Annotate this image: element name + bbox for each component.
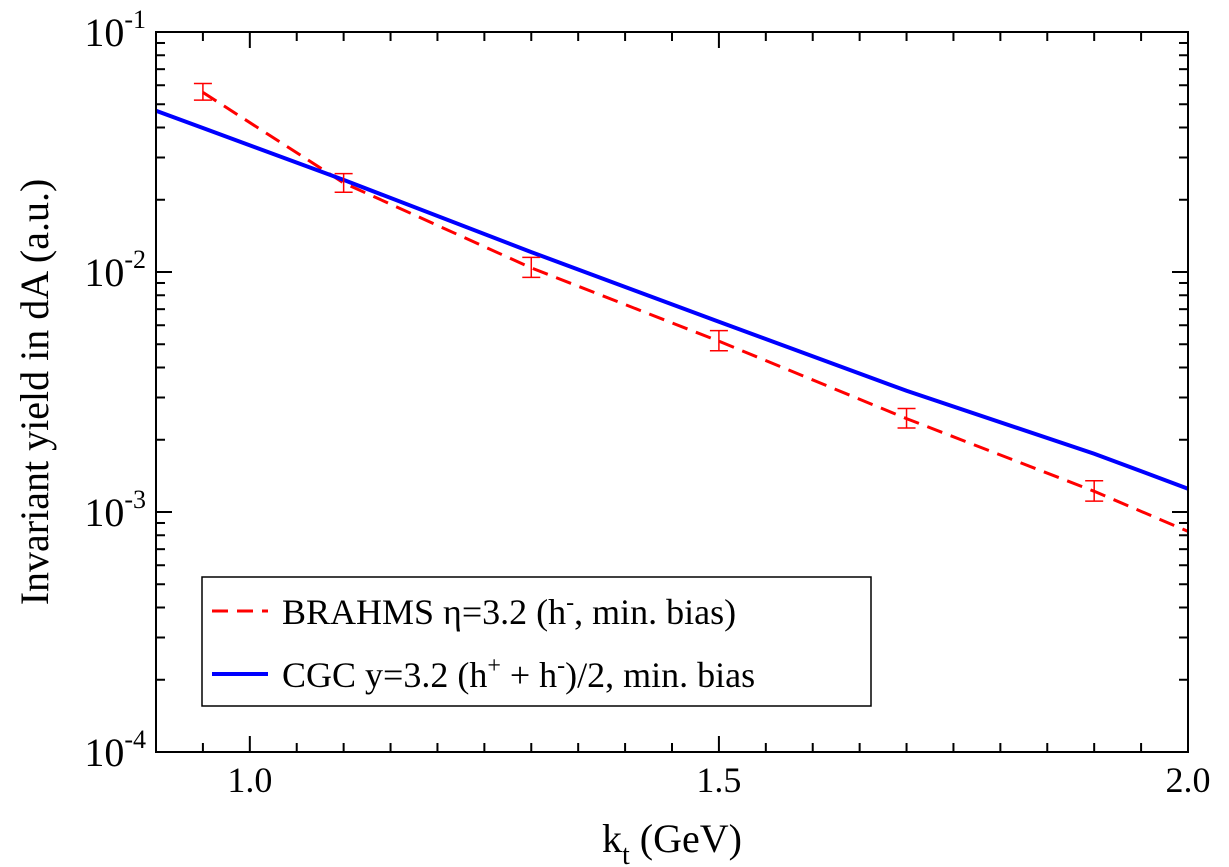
y-tick-label: 10-4	[84, 725, 146, 775]
y-axis-label: Invariant yield in dA (a.u.)	[12, 179, 57, 606]
plot-lines	[155, 91, 1189, 533]
x-tick-label: 1.5	[696, 760, 741, 800]
legend-box	[201, 576, 872, 707]
x-axis-label: kt (GeV)	[602, 816, 742, 867]
y-tick-label: 10-2	[84, 245, 146, 295]
error-bar	[1085, 479, 1104, 502]
x-tick-label: 2.0	[1166, 760, 1211, 800]
y-tick-label: 10-3	[84, 485, 146, 535]
error-bar	[334, 172, 353, 193]
error-bars	[193, 82, 1104, 502]
error-bar	[897, 407, 916, 429]
y-tick-label: 10-1	[84, 5, 146, 55]
error-bar	[522, 256, 541, 279]
error-bar	[193, 82, 212, 101]
error-bar	[709, 329, 728, 352]
legend-label-brahms: BRAHMS η=3.2 (h-, min. bias)	[282, 590, 736, 632]
series-line-1	[155, 108, 1189, 491]
axis-ticks	[155, 31, 1189, 753]
x-tick-label: 1.0	[227, 760, 272, 800]
axis-tick-labels: 1.0 1.5 2.0 10-1 10-2 10-3 10-4	[84, 5, 1210, 800]
legend: BRAHMS η=3.2 (h-, min. bias) CGC y=3.2 (…	[201, 576, 872, 707]
legend-label-cgc: CGC y=3.2 (h+ + h-)/2, min. bias	[282, 653, 755, 695]
